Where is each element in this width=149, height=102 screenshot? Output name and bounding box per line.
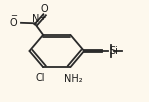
Text: Si: Si	[109, 46, 118, 56]
Text: NH₂: NH₂	[64, 74, 83, 84]
Text: O: O	[10, 18, 17, 28]
Text: N: N	[32, 14, 39, 24]
Text: +: +	[39, 13, 46, 22]
Text: Cl: Cl	[35, 73, 45, 83]
Text: O: O	[41, 4, 48, 14]
Text: −: −	[10, 11, 17, 20]
